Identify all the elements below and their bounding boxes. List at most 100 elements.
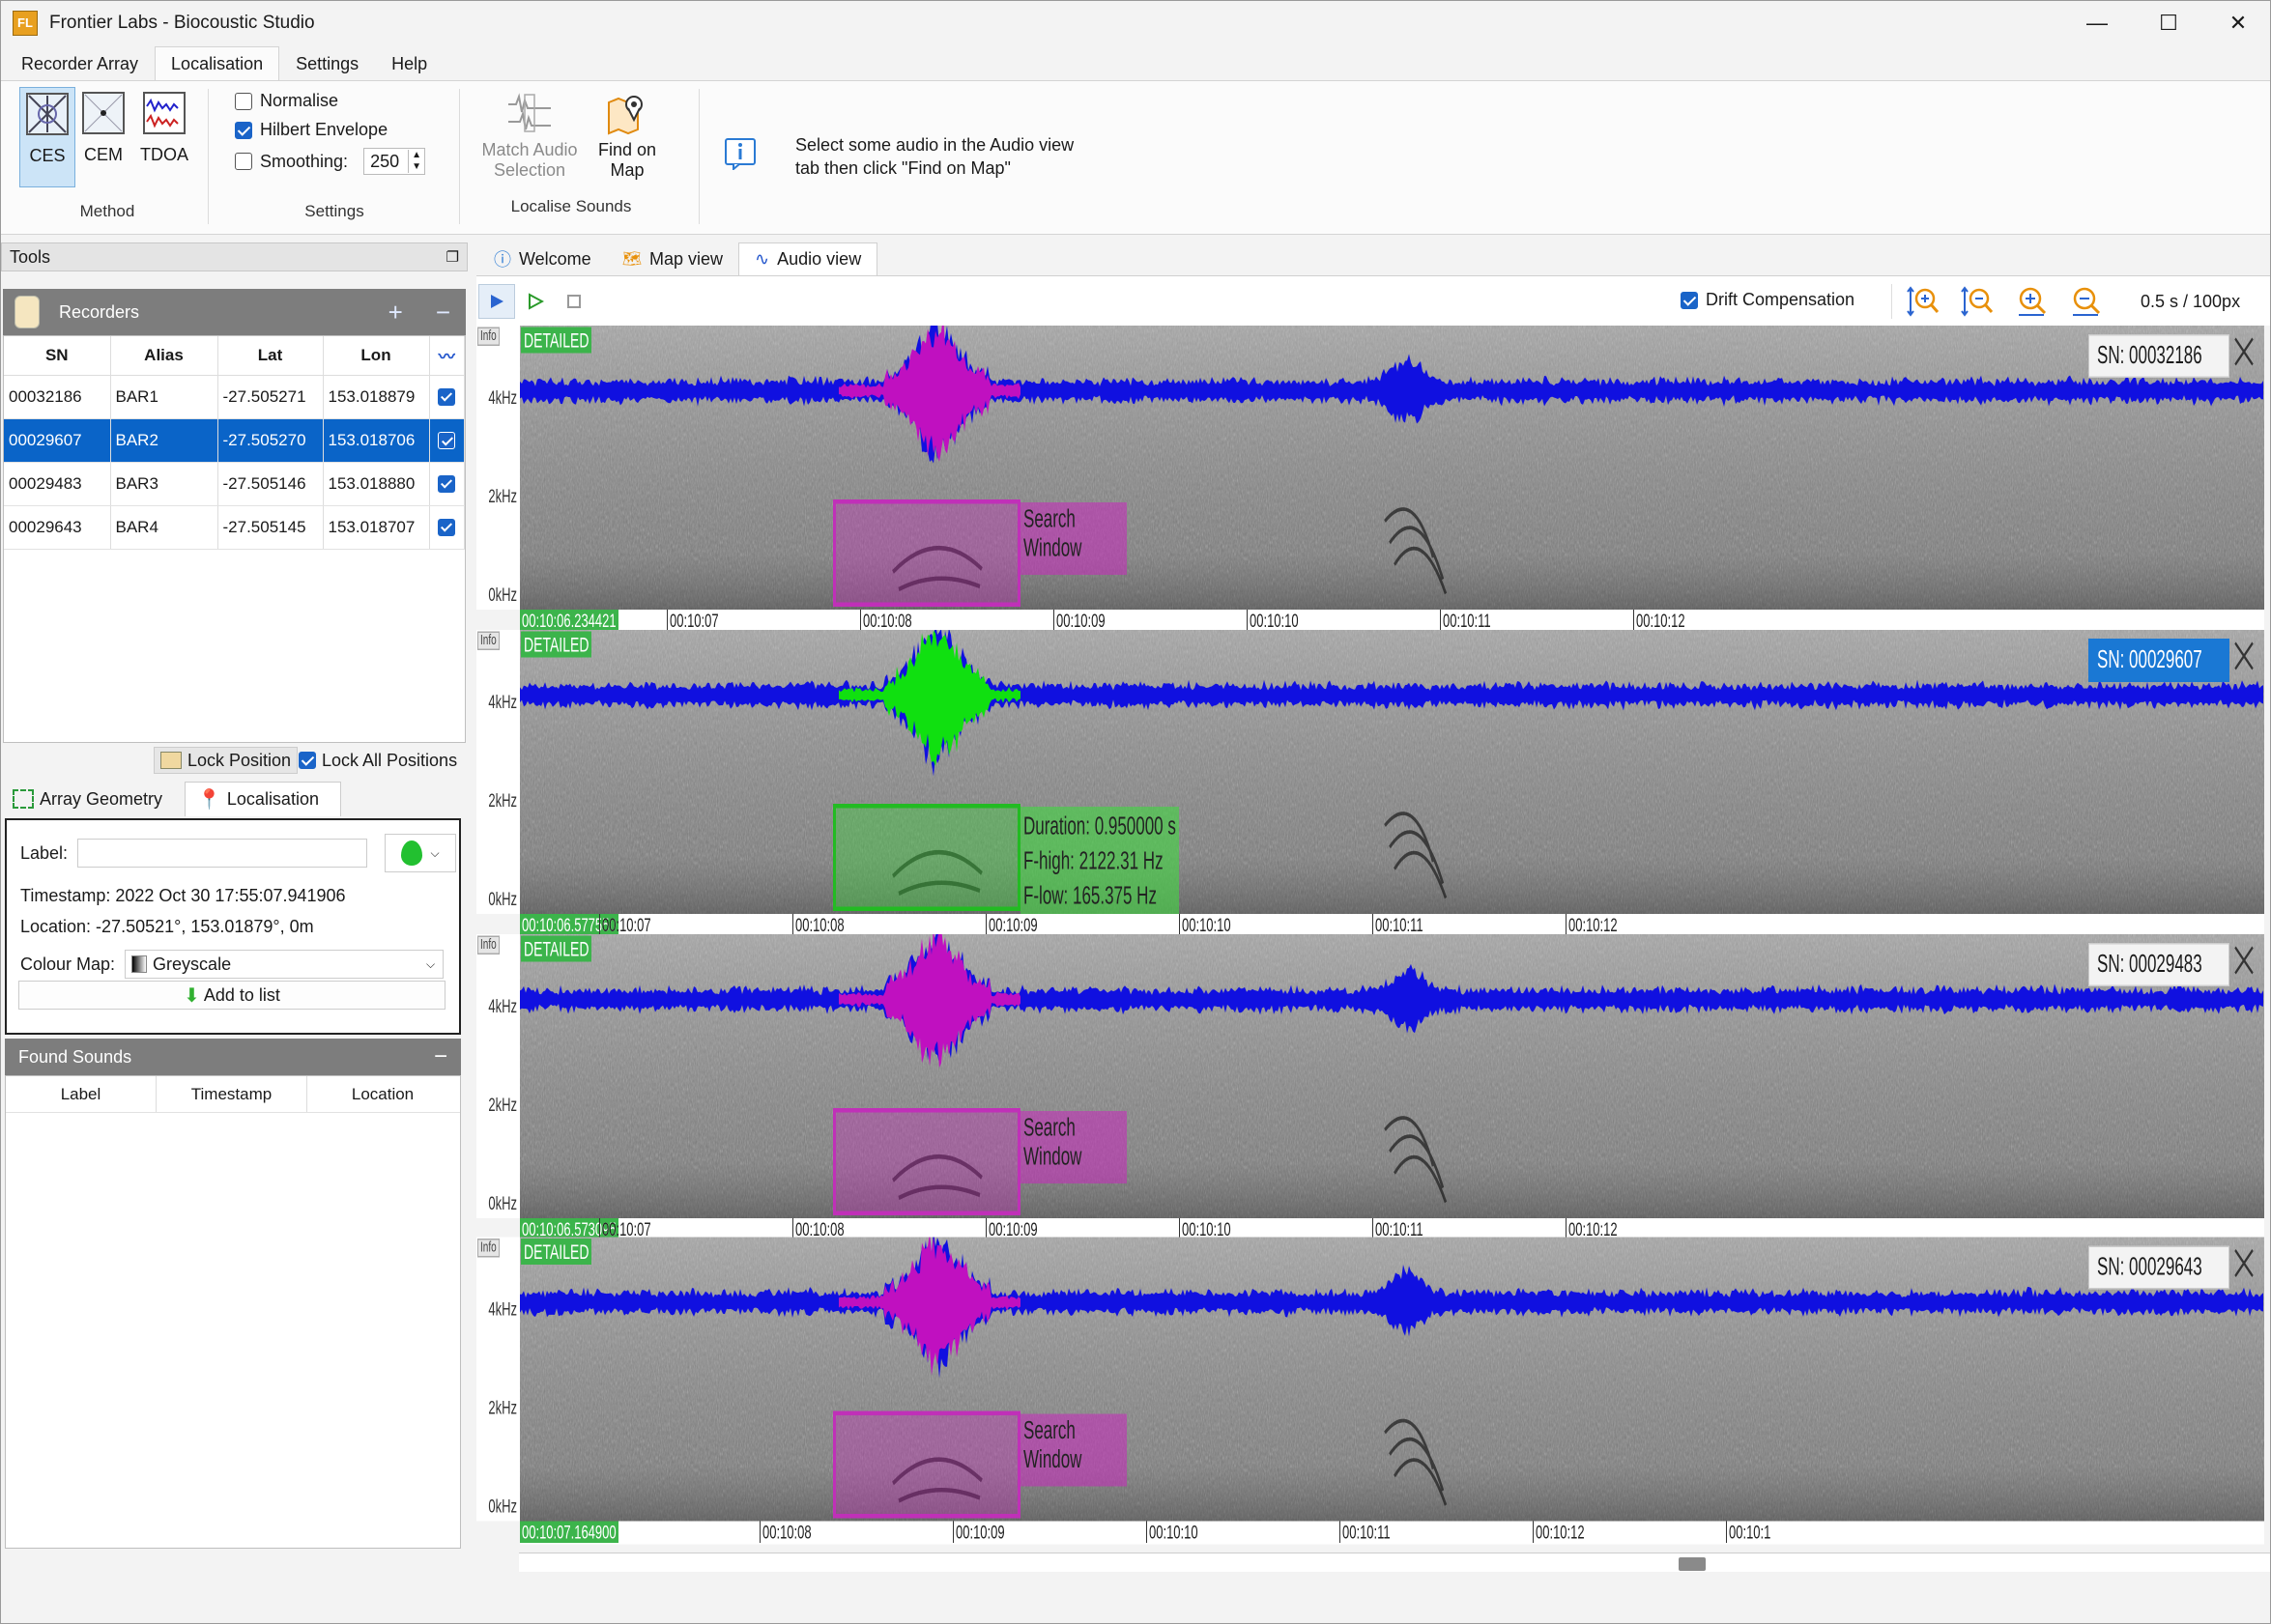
audio-track[interactable]: Info 4kHz 2kHz 0kHz DETAILED Search Window SN:… bbox=[476, 326, 2264, 633]
table-row[interactable]: 00029643 BAR4 -27.505145 153.018707 bbox=[4, 505, 465, 550]
label-input[interactable] bbox=[77, 839, 368, 868]
frequency-label: 2kHz bbox=[488, 1094, 517, 1116]
selection-box[interactable] bbox=[833, 804, 1021, 911]
row-enabled-checkbox[interactable] bbox=[438, 475, 456, 494]
method-cem-button[interactable]: CEM bbox=[75, 87, 131, 187]
ribbon-separator bbox=[459, 89, 460, 224]
row-enabled-checkbox[interactable] bbox=[438, 432, 456, 450]
close-track-icon[interactable] bbox=[2229, 639, 2258, 682]
recorder-sn-badge[interactable]: SN: 00032186 bbox=[2088, 334, 2229, 378]
lock-all-option[interactable]: Lock All Positions bbox=[299, 747, 457, 774]
lock-position-button[interactable]: Lock Position bbox=[154, 747, 299, 774]
tab-audio-view[interactable]: ∿ Audio view bbox=[738, 242, 878, 275]
row-enabled-checkbox[interactable] bbox=[438, 519, 456, 537]
play-icon bbox=[491, 295, 503, 308]
drift-compensation-checkbox[interactable] bbox=[1681, 291, 1698, 309]
recorder-sn-badge[interactable]: SN: 00029607 bbox=[2088, 639, 2229, 682]
info-tag[interactable]: Info bbox=[477, 935, 500, 954]
smoothing-checkbox[interactable] bbox=[235, 153, 252, 170]
found-sounds-header: Found Sounds − bbox=[5, 1039, 461, 1075]
column-header-location[interactable]: Location bbox=[351, 1084, 415, 1103]
row-enabled-checkbox[interactable] bbox=[438, 388, 456, 407]
spectrogram[interactable]: DETAILED Search Window SN: 00032186 bbox=[520, 326, 2264, 610]
add-recorder-icon[interactable]: + bbox=[388, 297, 403, 327]
maximize-button[interactable]: ☐ bbox=[2159, 10, 2178, 35]
search-window-box[interactable] bbox=[833, 499, 1021, 607]
remove-recorder-icon[interactable]: − bbox=[435, 297, 450, 327]
tab-settings[interactable]: Settings bbox=[296, 53, 359, 73]
hilbert-checkbox[interactable] bbox=[235, 121, 252, 139]
recorder-sn-badge[interactable]: SN: 00029483 bbox=[2088, 943, 2229, 986]
undock-icon[interactable]: ❐ bbox=[446, 249, 459, 266]
find-on-map-button[interactable]: Find on Map bbox=[589, 91, 666, 181]
table-row[interactable]: 00032186 BAR1 -27.505271 153.018879 bbox=[4, 375, 465, 419]
tab-recorder-array[interactable]: Recorder Array bbox=[21, 53, 139, 73]
normalise-option[interactable]: Normalise bbox=[235, 91, 338, 111]
tab-welcome[interactable]: ⓘ Welcome bbox=[478, 242, 607, 275]
play-selection-button[interactable] bbox=[517, 284, 554, 319]
tab-array-geometry[interactable]: Array Geometry bbox=[1, 782, 185, 816]
time-tick-label: 00:10:11 bbox=[1372, 914, 1423, 936]
drift-compensation-option[interactable]: Drift Compensation bbox=[1681, 290, 1854, 310]
minimize-button[interactable]: — bbox=[2086, 10, 2108, 35]
zoom-out-vertical-button[interactable] bbox=[1959, 284, 1996, 319]
audio-track[interactable]: Info 4kHz 2kHz 0kHz DETAILED Search Window SN:… bbox=[476, 934, 2264, 1241]
horizontal-scrollbar[interactable] bbox=[519, 1553, 2270, 1572]
tab-map-view[interactable]: 🗺 Map view bbox=[607, 242, 738, 275]
audio-view-label: Audio view bbox=[777, 249, 862, 269]
column-header-lat[interactable]: Lat bbox=[217, 336, 324, 376]
tab-help[interactable]: Help bbox=[391, 53, 428, 73]
colour-map-dropdown[interactable]: Greyscale ⌵ bbox=[125, 950, 445, 979]
spectrogram[interactable]: DETAILED Search Window SN: 00029643 bbox=[520, 1237, 2264, 1522]
info-tag[interactable]: Info bbox=[477, 631, 500, 650]
zoom-in-button[interactable] bbox=[2013, 284, 2050, 319]
lock-all-checkbox[interactable] bbox=[299, 752, 316, 769]
column-header-alias[interactable]: Alias bbox=[110, 336, 218, 376]
column-header-waveform[interactable]: 〰 bbox=[429, 336, 465, 376]
recorder-sn-badge[interactable]: SN: 00029643 bbox=[2088, 1245, 2229, 1290]
collapse-icon[interactable]: − bbox=[433, 1043, 447, 1069]
audio-track[interactable]: Info 4kHz 2kHz 0kHz DETAILED Duration: 0.9500… bbox=[476, 630, 2264, 937]
column-header-sn[interactable]: SN bbox=[4, 336, 111, 376]
pin-colour-dropdown[interactable]: ⌵ bbox=[385, 834, 457, 872]
spectrogram[interactable]: DETAILED Search Window SN: 00029483 bbox=[520, 934, 2264, 1218]
search-window-box[interactable] bbox=[833, 1108, 1021, 1215]
stop-button[interactable] bbox=[556, 284, 592, 319]
close-track-icon[interactable] bbox=[2229, 943, 2258, 986]
tab-localisation-sub[interactable]: 📍 Localisation bbox=[185, 782, 341, 816]
search-window-box[interactable] bbox=[833, 1410, 1021, 1519]
info-tag[interactable]: Info bbox=[477, 1239, 500, 1258]
spectrogram[interactable]: DETAILED Duration: 0.950000 s F-high: 2122… bbox=[520, 630, 2264, 914]
method-tdoa-button[interactable]: TDOA bbox=[136, 87, 192, 187]
arrow-down-icon: ⬇ bbox=[184, 984, 200, 1007]
hilbert-option[interactable]: Hilbert Envelope bbox=[235, 120, 388, 140]
match-audio-button[interactable]: Match Audio Selection bbox=[476, 91, 583, 181]
table-row[interactable]: 00029483 BAR3 -27.505146 153.018880 bbox=[4, 462, 465, 506]
scrollbar-thumb[interactable] bbox=[1679, 1557, 1706, 1571]
time-tick-label: 00:10:10 bbox=[1247, 610, 1299, 632]
smoothing-option[interactable]: Smoothing: 250 ▲ ▼ bbox=[235, 148, 426, 175]
play-button[interactable] bbox=[478, 284, 515, 319]
zoom-out-button[interactable] bbox=[2067, 284, 2104, 319]
audio-track[interactable]: Info 4kHz 2kHz 0kHz DETAILED Search Window SN:… bbox=[476, 1237, 2264, 1545]
table-row-selected[interactable]: 00029607 BAR2 -27.505270 153.018706 bbox=[4, 418, 465, 463]
smoothing-stepper[interactable]: 250 ▲ ▼ bbox=[363, 148, 426, 175]
time-tick-label: 00:10:10 bbox=[1146, 1521, 1198, 1543]
close-track-icon[interactable] bbox=[2229, 1246, 2258, 1290]
add-to-list-button[interactable]: ⬇ Add to list bbox=[18, 981, 446, 1010]
stepper-arrows-icon[interactable]: ▲ ▼ bbox=[408, 150, 424, 173]
zoom-in-vertical-button[interactable] bbox=[1905, 284, 1941, 319]
close-track-icon[interactable] bbox=[2229, 334, 2258, 378]
audio-tracks: Info 4kHz 2kHz 0kHz DETAILED Search Window SN:… bbox=[476, 326, 2264, 1553]
column-header-lon[interactable]: Lon bbox=[323, 336, 430, 376]
method-ces-button[interactable]: CES bbox=[19, 87, 75, 187]
close-button[interactable]: ✕ bbox=[2228, 10, 2248, 35]
normalise-checkbox[interactable] bbox=[235, 92, 252, 110]
cell-sn: 00029483 bbox=[4, 462, 111, 506]
column-header-timestamp[interactable]: Timestamp bbox=[157, 1076, 307, 1112]
chevron-down-icon: ⌵ bbox=[430, 845, 440, 860]
column-header-label[interactable]: Label bbox=[6, 1076, 157, 1112]
tab-localisation[interactable]: Localisation bbox=[155, 46, 280, 81]
smoothing-value[interactable]: 250 bbox=[370, 151, 400, 171]
info-tag[interactable]: Info bbox=[477, 327, 500, 346]
